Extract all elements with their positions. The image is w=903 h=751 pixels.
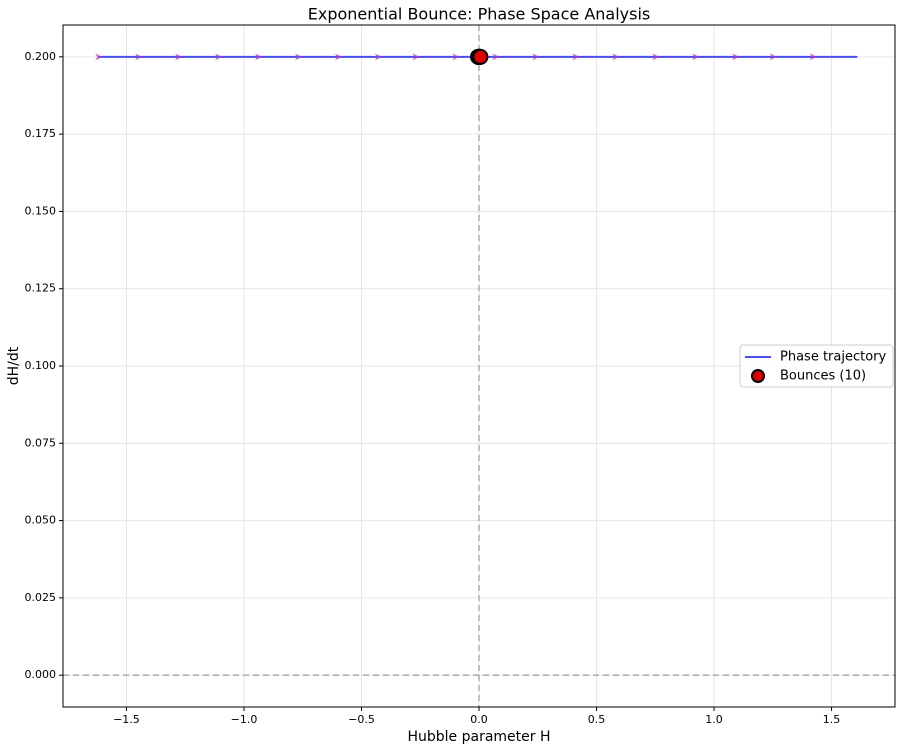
y-tick-label: 0.100 [25, 359, 57, 372]
legend-label: Bounces (10) [780, 369, 866, 384]
direction-arrow [295, 53, 303, 61]
direction-arrow [135, 53, 143, 61]
direction-arrow [255, 53, 263, 61]
y-tick-label: 0.050 [25, 514, 57, 527]
legend-marker [751, 369, 765, 383]
plot-frame [62, 24, 896, 708]
direction-arrow [769, 53, 777, 61]
direction-arrow [215, 53, 223, 61]
x-tick-label: 1.0 [705, 713, 723, 726]
y-tick-label: 0.150 [25, 204, 57, 217]
direction-arrow [532, 53, 540, 61]
direction-arrow [572, 53, 580, 61]
y-axis-label: dH/dt [6, 346, 22, 385]
x-tick-label: 1.5 [823, 713, 841, 726]
direction-arrow [95, 53, 103, 61]
y-tick-label: 0.000 [25, 668, 57, 681]
x-tick-label: −1.0 [231, 713, 258, 726]
y-tick-label: 0.125 [25, 282, 57, 295]
direction-arrow [374, 53, 382, 61]
direction-arrow [612, 53, 620, 61]
x-tick-label: −0.5 [348, 713, 375, 726]
bounce-point [472, 48, 489, 65]
direction-arrow [692, 53, 700, 61]
y-tick-label: 0.075 [25, 436, 57, 449]
legend-box [739, 344, 894, 388]
legend-label: Phase trajectory [780, 350, 887, 365]
direction-arrow [652, 53, 660, 61]
direction-arrow [732, 53, 740, 61]
direction-arrow [492, 53, 500, 61]
legend: Phase trajectory Bounces (10) [739, 344, 894, 388]
x-tick-label: 0.5 [588, 713, 606, 726]
x-tick-label: 0.0 [470, 713, 488, 726]
x-axis-label: Hubble parameter H [407, 729, 550, 745]
direction-arrow [175, 53, 183, 61]
chart-title: Exponential Bounce: Phase Space Analysis [308, 5, 651, 24]
direction-arrow [412, 53, 420, 61]
x-tick-label: −1.5 [113, 713, 140, 726]
direction-arrow [452, 53, 460, 61]
y-tick-label: 0.175 [25, 127, 57, 140]
direction-arrow [334, 53, 342, 61]
direction-arrow [809, 53, 817, 61]
y-tick-label: 0.025 [25, 591, 57, 604]
y-tick-label: 0.200 [25, 50, 57, 63]
